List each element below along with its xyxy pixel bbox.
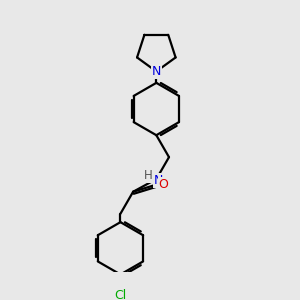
Text: N: N [152, 65, 161, 78]
Text: H: H [144, 169, 153, 182]
Text: Cl: Cl [114, 289, 127, 300]
Text: O: O [159, 178, 168, 191]
Text: N: N [154, 174, 163, 187]
